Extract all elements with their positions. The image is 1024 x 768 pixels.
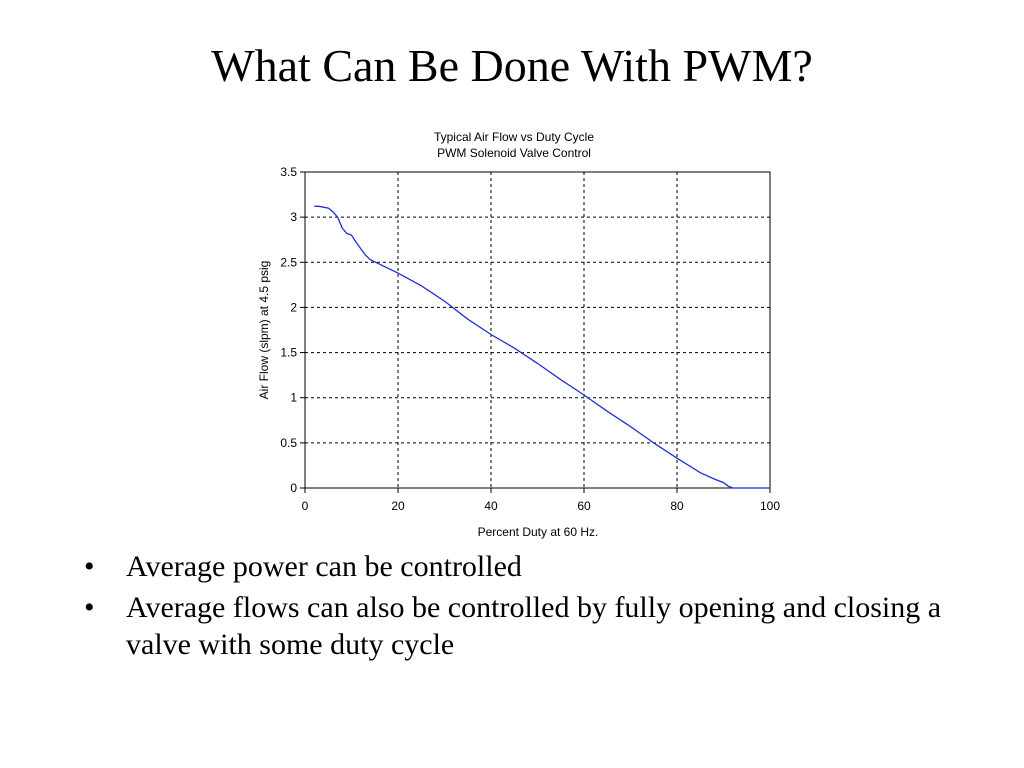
y-tick-label: 2.5 <box>280 255 297 269</box>
chart-title: Typical Air Flow vs Duty Cycle <box>434 130 594 144</box>
x-tick-label: 0 <box>302 499 309 513</box>
y-tick-label: 0.5 <box>280 436 297 450</box>
y-tick-label: 3 <box>290 210 297 224</box>
x-tick-label: 40 <box>484 499 498 513</box>
y-axis-label: Air Flow (slpm) at 4.5 psig <box>257 261 271 400</box>
x-tick-label: 60 <box>577 499 591 513</box>
x-tick-label: 100 <box>760 499 780 513</box>
y-tick-label: 0 <box>290 481 297 495</box>
bullet-list: • Average power can be controlled • Aver… <box>84 548 1004 667</box>
x-axis-label: Percent Duty at 60 Hz. <box>478 525 599 539</box>
bullet-text: Average flows can also be controlled by … <box>126 591 942 661</box>
chart-axis-ticks: 0 20 40 60 80 100 0 0.5 1 1.5 2 2.5 3 3.5 <box>280 165 780 513</box>
y-tick-label: 1 <box>290 391 297 405</box>
x-tick-label: 80 <box>670 499 684 513</box>
bullet-icon: • <box>84 591 95 624</box>
air-flow-duty-cycle-chart: Typical Air Flow vs Duty Cycle PWM Solen… <box>257 130 780 539</box>
x-tick-label: 20 <box>391 499 405 513</box>
air-flow-series-line <box>314 205 770 489</box>
bullet-text: Average power can be controlled <box>126 550 522 583</box>
y-tick-label: 1.5 <box>280 346 297 360</box>
slide-title: What Can Be Done With PWM? <box>211 40 813 91</box>
chart-grid <box>305 172 770 488</box>
bullet-item: • Average power can be controlled <box>84 548 1004 585</box>
chart-subtitle: PWM Solenoid Valve Control <box>437 146 591 160</box>
bullet-icon: • <box>84 550 95 583</box>
y-tick-label: 3.5 <box>280 165 297 179</box>
bullet-item: • Average flows can also be controlled b… <box>84 589 1004 663</box>
plot-area-frame <box>304 171 771 489</box>
y-tick-label: 2 <box>290 300 297 314</box>
